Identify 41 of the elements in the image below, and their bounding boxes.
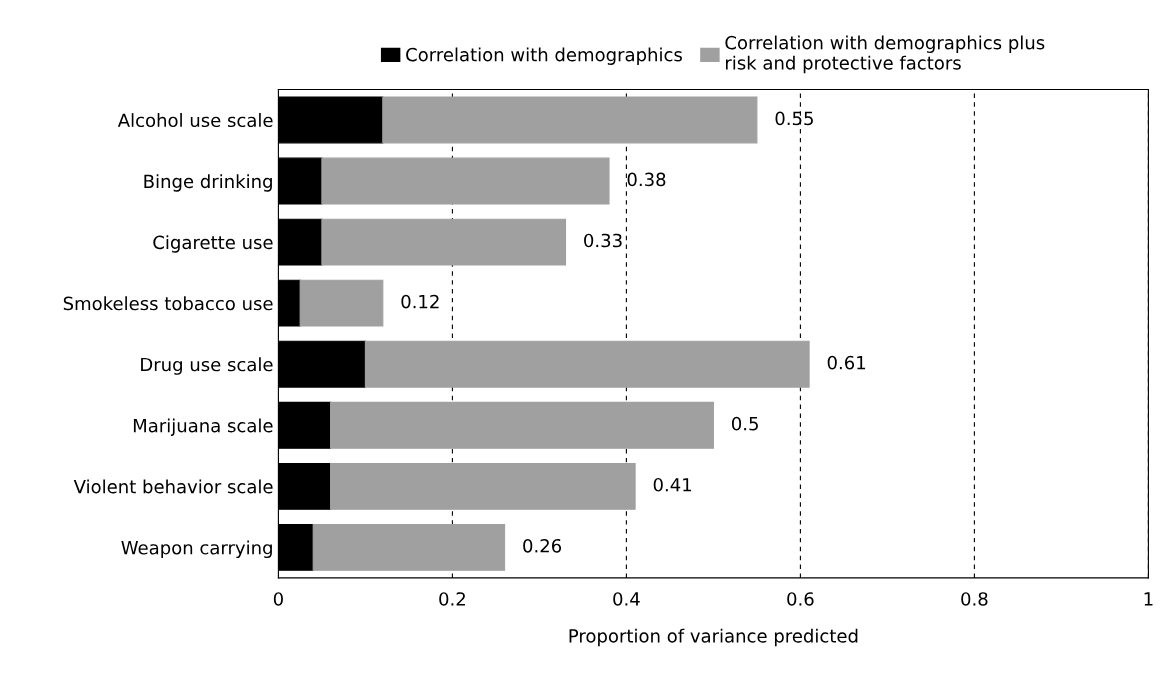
bar	[278, 462, 332, 510]
bar	[278, 401, 332, 449]
y-tick-label: Violent behavior scale	[73, 479, 273, 494]
total-label: 0.61	[827, 355, 866, 370]
x-tick-label: 0.4	[613, 592, 640, 606]
bar	[278, 218, 323, 266]
total-label: 0.33	[584, 233, 622, 248]
bar	[278, 157, 323, 205]
bar	[321, 157, 610, 205]
y-tick-label: Cigarette use	[153, 235, 273, 253]
total-label: 0.55	[775, 111, 813, 126]
total-label: 0.38	[627, 172, 666, 187]
bar	[330, 401, 714, 449]
bar	[321, 218, 567, 266]
bar	[330, 462, 636, 510]
x-tick-label: 0.8	[961, 592, 988, 606]
bar	[364, 340, 810, 388]
x-tick-label: 0	[273, 592, 283, 606]
bar	[278, 279, 301, 327]
y-tick-label: Binge drinking	[144, 174, 272, 192]
bar	[278, 340, 366, 388]
total-label: 0.12	[401, 294, 439, 309]
bar	[278, 523, 314, 571]
total-label: 0.5	[731, 416, 758, 431]
y-tick-label: Drug use scale	[141, 357, 273, 375]
bar	[299, 279, 384, 327]
bar	[278, 96, 384, 144]
x-tick-label: 0.2	[439, 592, 465, 606]
bar	[312, 523, 506, 571]
y-tick-label: Marijuana scale	[133, 418, 273, 436]
legend-label: Correlation with demographics	[406, 47, 682, 65]
total-label: 0.41	[653, 477, 692, 492]
y-tick-label: Smokeless tobacco use	[63, 296, 273, 311]
x-tick-label: 0.6	[787, 592, 814, 606]
x-tick-label: 1	[1144, 592, 1153, 606]
bar	[382, 96, 758, 144]
x-axis-title: Proportion of variance predicted	[569, 628, 858, 647]
y-tick-label: Weapon carrying	[121, 540, 272, 558]
legend-label: Correlation with demographics plus risk and protective factors	[725, 35, 1045, 74]
y-tick-label: Alcohol use scale	[117, 113, 273, 128]
total-label: 0.26	[523, 538, 562, 553]
